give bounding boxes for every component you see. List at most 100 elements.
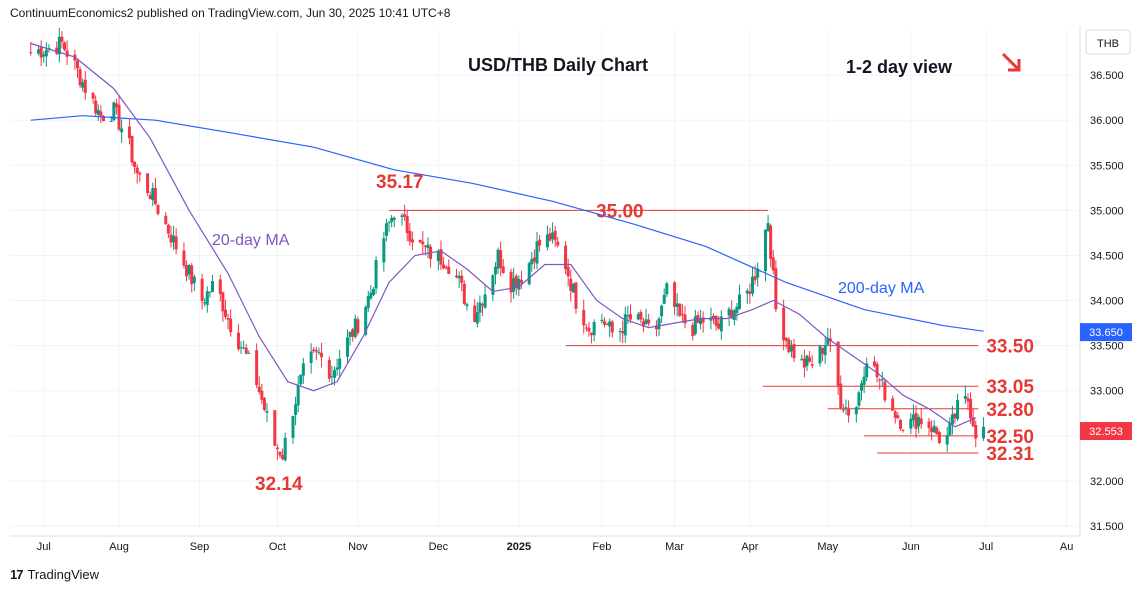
- candle: [641, 317, 645, 333]
- candle: [727, 306, 731, 327]
- level-label: 33.50: [986, 337, 1034, 358]
- candle: [514, 273, 518, 296]
- candle: [65, 40, 69, 65]
- candle: [330, 365, 334, 385]
- y-tick-label: 36.000: [1090, 115, 1124, 127]
- candle: [366, 290, 370, 312]
- candle-body: [364, 306, 368, 335]
- candle: [857, 390, 861, 410]
- candle: [854, 405, 858, 423]
- candle: [532, 249, 536, 270]
- candle-body: [556, 241, 560, 246]
- candle-body: [371, 288, 375, 296]
- candle-body: [190, 265, 194, 285]
- candle: [130, 135, 134, 166]
- candle-body: [265, 411, 269, 413]
- candle-body: [351, 329, 355, 337]
- candle: [893, 409, 897, 424]
- candle: [55, 41, 59, 56]
- candle: [844, 399, 848, 415]
- candle-body: [600, 319, 604, 322]
- candle: [444, 265, 448, 270]
- candle: [512, 267, 516, 299]
- candle: [382, 231, 386, 272]
- candle-body: [756, 268, 760, 278]
- candle: [200, 273, 204, 310]
- candle: [60, 31, 64, 49]
- candle: [691, 322, 695, 341]
- candle: [810, 355, 814, 369]
- candle-body: [312, 349, 316, 352]
- candle-body: [205, 291, 209, 305]
- y-tick-label: 34.000: [1090, 296, 1124, 308]
- candle-body: [120, 128, 124, 133]
- candle: [499, 241, 503, 277]
- candle: [327, 356, 331, 382]
- candle-body: [693, 316, 697, 334]
- candle-body: [278, 451, 282, 456]
- publisher-header: ContinuumEconomics2 published on Trading…: [10, 6, 451, 20]
- candle-body: [935, 427, 939, 435]
- candle-body: [166, 224, 170, 234]
- x-tick-label: Feb: [592, 541, 611, 553]
- candle-body: [610, 321, 614, 333]
- x-tick-label: Jul: [979, 541, 993, 553]
- candle-body: [566, 266, 570, 277]
- candle-body: [675, 303, 679, 307]
- candle-body: [317, 351, 321, 353]
- candle-body: [774, 268, 778, 310]
- candle: [146, 173, 150, 196]
- candle-body: [423, 245, 427, 247]
- candle: [244, 343, 248, 355]
- candle-body: [553, 230, 557, 241]
- candle: [260, 383, 264, 405]
- candle-body: [847, 408, 851, 416]
- candle: [608, 318, 612, 337]
- candle: [590, 332, 594, 344]
- candle: [732, 308, 736, 326]
- candle: [693, 309, 697, 336]
- candle: [714, 315, 718, 331]
- candle-body: [950, 414, 954, 425]
- candle: [301, 357, 305, 384]
- candle-body: [919, 418, 923, 424]
- candle: [545, 225, 549, 251]
- candle: [473, 299, 477, 323]
- footer: 17 TradingView: [10, 567, 99, 582]
- candle-body: [657, 318, 661, 330]
- candle-body: [65, 50, 69, 57]
- candle-body: [701, 317, 705, 323]
- candle: [587, 321, 591, 337]
- candle-body: [893, 411, 897, 418]
- candle-body: [333, 370, 337, 378]
- candle: [808, 350, 812, 363]
- candle-body: [169, 234, 173, 243]
- y-tick-label: 36.500: [1090, 70, 1124, 82]
- candle: [880, 371, 884, 387]
- candle-body: [392, 217, 396, 221]
- candle: [148, 191, 152, 200]
- candle-body: [823, 345, 827, 356]
- candle: [556, 236, 560, 248]
- candle-body: [499, 250, 503, 269]
- candle: [623, 306, 627, 343]
- candle: [836, 341, 840, 396]
- candle-body: [982, 426, 986, 439]
- tradingview-logo-icon: 17: [10, 567, 24, 582]
- candle: [127, 118, 131, 145]
- arrow-head: [1008, 59, 1021, 72]
- candle-body: [457, 275, 461, 279]
- candle: [891, 395, 895, 411]
- candle-body: [94, 100, 98, 114]
- candle: [156, 204, 160, 216]
- candle-body: [257, 386, 261, 392]
- candle-body: [496, 249, 500, 269]
- candle-body: [745, 290, 749, 294]
- candle: [551, 222, 555, 244]
- candle: [112, 101, 116, 122]
- candle-body: [382, 238, 386, 263]
- candle: [57, 27, 61, 63]
- x-tick-label: Jul: [37, 541, 51, 553]
- candle-body: [673, 282, 677, 307]
